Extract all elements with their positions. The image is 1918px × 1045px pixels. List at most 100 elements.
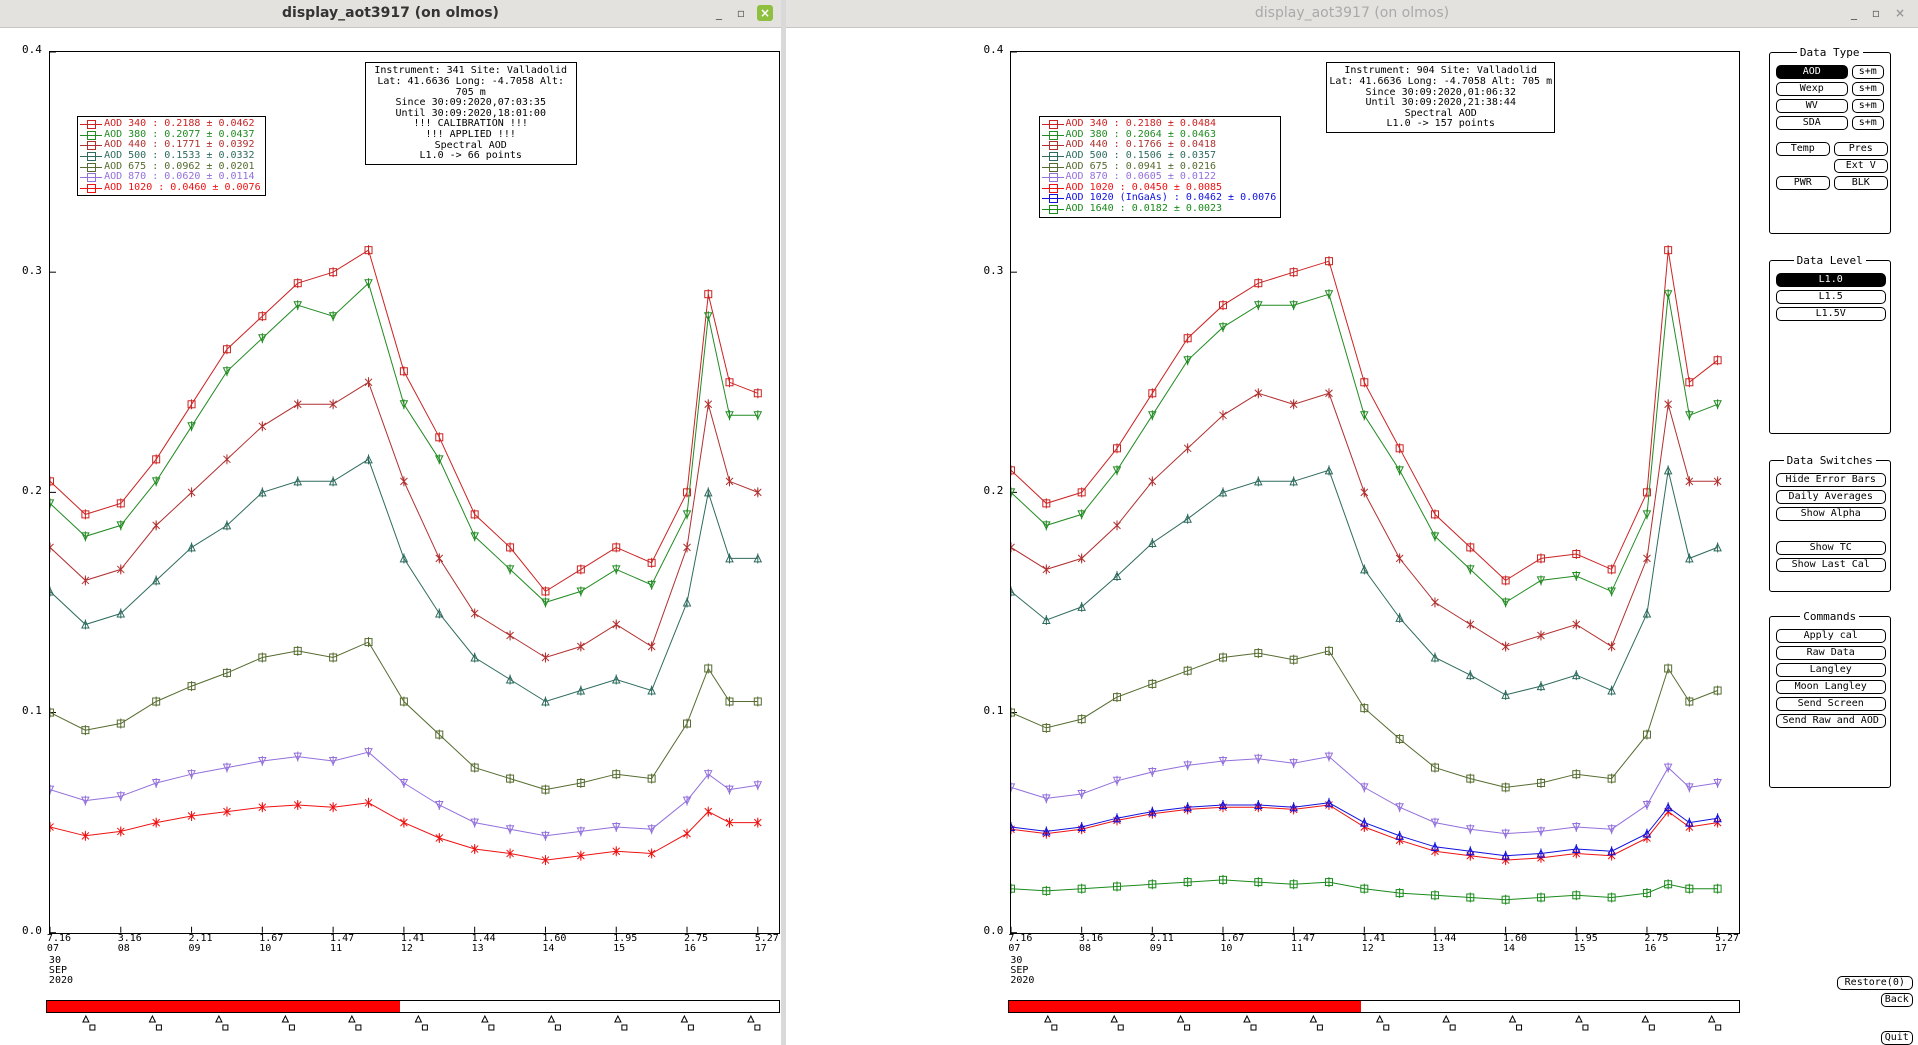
data-point-marker [1537,827,1546,837]
data-point-marker [329,803,337,812]
btn-blk[interactable]: BLK [1833,176,1888,190]
data-point-marker [1042,499,1051,508]
time-marker-icon [348,1014,357,1023]
data-point-marker [682,488,691,497]
x-tick-value: 1.41 [1361,933,1386,945]
time-marker-icon [1243,1014,1251,1023]
btn-cmd-send-screen[interactable]: Send Screen [1775,697,1886,711]
btn-pres[interactable]: Pres [1833,142,1888,156]
data-point-marker [541,654,550,662]
data-point-marker [647,774,656,783]
x-tick-date: 17 [754,943,767,955]
data-point-marker [1360,411,1369,421]
legend-entry: AOD 380 : 0.2077 ± 0.0437 [80,129,261,141]
data-point-marker [1607,774,1616,783]
btn-switch-show-alpha[interactable]: Show Alpha [1775,507,1886,521]
instrument-info-box: Instrument: 341 Site: Valladolid Lat: 41.… [364,62,577,165]
btn-cmd-langley[interactable]: Langley [1775,663,1886,677]
btn-switch-show-tc[interactable]: Show TC [1775,541,1886,555]
btn-ext-v[interactable]: Ext V [1833,159,1888,173]
btn-temp[interactable]: Temp [1775,142,1830,156]
btn-cmd-apply-cal[interactable]: Apply cal [1775,629,1886,643]
restore-icon[interactable]: ▫ [736,6,746,20]
legend-entry: AOD 1020 (InGaAs) : 0.0462 ± 0.0076 [1041,193,1276,204]
data-point-marker [1502,643,1510,651]
data-point-marker [612,620,621,629]
data-point-marker [328,477,338,486]
data-point-marker [576,587,586,597]
close-icon[interactable]: × [1894,6,1906,20]
restore-button[interactable]: Restore(0) [1836,976,1913,990]
data-point-marker [116,719,125,728]
data-point-marker [1664,246,1673,255]
back-button[interactable]: Back [1880,993,1913,1007]
data-point-marker [1572,770,1581,779]
x-tick-date: 11 [330,943,343,955]
info-line: Since 30:09:2020,01:06:32 [1365,86,1516,98]
btn-aod-sm[interactable]: s+m [1851,65,1884,79]
data-point-marker [1078,488,1087,497]
minimize-icon[interactable]: _ [716,6,722,20]
legend-entry: AOD 500 : 0.1506 ± 0.0357 [1041,150,1277,162]
data-point-marker [399,779,409,788]
x-tick-date: 14 [1503,943,1516,955]
data-point-marker [258,422,267,431]
data-point-marker [576,686,586,695]
data-point-marker [1042,565,1051,574]
x-tick-value: 1.60 [542,933,567,945]
btn-switch-daily-averages[interactable]: Daily Averages [1775,490,1886,504]
restore-icon[interactable]: ▫ [1871,6,1881,20]
btn-sda[interactable]: SDA [1775,116,1848,130]
legend-label: AOD 340 : 0.2188 ± 0.0462 [104,118,255,130]
btn-switch-show-last-cal[interactable]: Show Last Cal [1775,558,1886,572]
btn-cmd-send-raw-and-aod[interactable]: Send Raw and AOD [1775,714,1886,728]
data-point-marker [364,455,373,464]
panel-data-level: Data Level L1.0 L1.5 L1.5V [1768,254,1891,434]
data-point-marker [1184,334,1193,343]
data-point-marker [81,832,90,841]
data-point-marker [703,488,713,497]
btn-pwr[interactable]: PWR [1775,176,1830,190]
left-titlebar[interactable]: display_aot3917 (on olmos) _ ▫ × [0,0,781,28]
data-point-marker [1360,704,1369,713]
data-point-marker [187,770,196,780]
btn-wexp-sm[interactable]: s+m [1851,82,1884,96]
data-point-marker [1011,822,1016,832]
data-point-marker [1537,631,1546,640]
btn-wexp[interactable]: Wexp [1775,82,1848,96]
data-point-marker [1572,891,1581,900]
time-marker-icon [149,1014,157,1023]
data-point-marker [725,697,734,706]
legend-marker-icon [1048,204,1058,214]
legend-marker-icon [1048,151,1058,161]
btn-level-l15[interactable]: L1.5 [1775,290,1886,304]
btn-wv-sm[interactable]: s+m [1851,99,1884,113]
legend-label: AOD 440 : 0.1766 ± 0.0418 [1065,139,1217,151]
time-marker-icon [415,1014,423,1023]
time-marker-icon [555,1024,562,1031]
btn-wv[interactable]: WV [1775,99,1848,113]
close-icon[interactable]: × [757,5,773,21]
btn-level-l10[interactable]: L1.0 [1775,273,1886,287]
time-selection-bar[interactable] [1007,1000,1741,1013]
btn-sda-sm[interactable]: s+m [1851,116,1884,130]
btn-level-l15v[interactable]: L1.5V [1775,307,1886,321]
btn-aod[interactable]: AOD [1775,65,1848,79]
legend-line-icon [1041,177,1064,179]
btn-cmd-moon-langley[interactable]: Moon Langley [1775,680,1886,694]
data-point-marker [1219,323,1228,333]
btn-cmd-raw-data[interactable]: Raw Data [1775,646,1886,660]
data-point-marker [1537,893,1546,902]
data-point-marker [1713,779,1723,788]
minimize-icon[interactable]: _ [1851,6,1857,20]
time-selection-bar[interactable] [46,1000,780,1013]
data-point-marker [647,559,656,568]
data-point-marker [1643,801,1652,811]
x-tick-date: 12 [1361,943,1374,955]
data-point-marker [541,587,550,596]
right-titlebar[interactable]: display_aot3917 (on olmos) _ ▫ × [786,0,1918,28]
quit-button[interactable]: Quit [1880,1031,1913,1045]
data-point-marker [1466,825,1475,835]
time-marker-icon [1375,1014,1384,1023]
btn-switch-hide-error-bars[interactable]: Hide Error Bars [1775,473,1886,487]
